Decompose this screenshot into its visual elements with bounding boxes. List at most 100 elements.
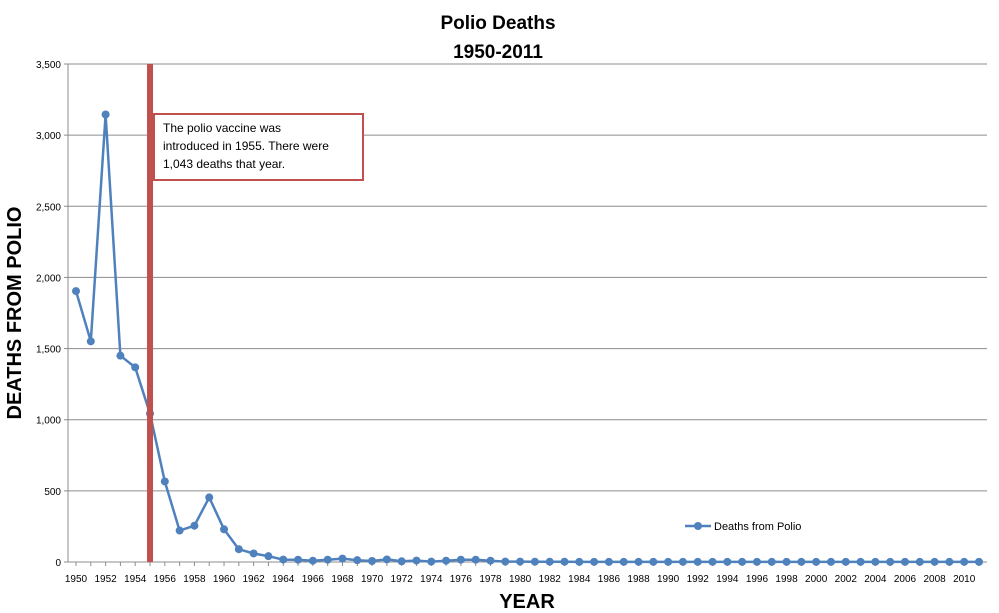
chart-subtitle: 1950-2011 [453, 42, 543, 63]
data-point [560, 557, 569, 566]
x-tick-label: 1992 [687, 574, 710, 585]
data-point [575, 557, 584, 566]
x-tick-label: 1966 [302, 574, 325, 585]
y-tick-label: 2,000 [36, 273, 61, 284]
data-point [930, 557, 939, 566]
x-tick-label: 1978 [479, 574, 502, 585]
x-tick-label: 1954 [124, 574, 147, 585]
data-point [471, 555, 480, 564]
data-point [841, 557, 850, 566]
data-point [723, 557, 732, 566]
data-point [871, 557, 880, 566]
x-tick-label: 1998 [775, 574, 798, 585]
annotation-line-3: 1,043 deaths that year. [163, 157, 285, 171]
legend: Deaths from Polio [685, 521, 801, 533]
x-tick-label: 1996 [746, 574, 769, 585]
x-tick-label: 1986 [598, 574, 621, 585]
data-point [738, 557, 747, 566]
annotation-box [153, 113, 364, 181]
data-point [649, 557, 658, 566]
annotation-callout: The polio vaccine was introduced in 1955… [153, 113, 364, 181]
y-tick-label: 1,000 [36, 416, 61, 427]
x-tick-label: 1970 [361, 574, 384, 585]
data-point [353, 556, 362, 565]
data-point [86, 337, 95, 346]
data-point [619, 557, 628, 566]
legend-series-marker [694, 522, 702, 530]
data-point [101, 110, 110, 119]
data-point [205, 493, 214, 502]
data-point [545, 557, 554, 566]
data-point [516, 557, 525, 566]
x-tick-label: 1976 [450, 574, 473, 585]
x-tick-label: 2004 [864, 574, 887, 585]
data-point [634, 557, 643, 566]
x-tick-label: 1980 [509, 574, 532, 585]
data-point [752, 557, 761, 566]
data-point [294, 555, 303, 564]
y-axis-title: DEATHS FROM POLIO [4, 207, 26, 420]
data-point [116, 351, 125, 360]
x-tick-label: 2008 [923, 574, 946, 585]
data-point [604, 557, 613, 566]
x-tick-label: 1984 [568, 574, 591, 585]
x-tick-label: 1990 [657, 574, 680, 585]
data-point [767, 557, 776, 566]
data-point [856, 557, 865, 566]
data-point [264, 552, 273, 561]
data-point [975, 557, 983, 566]
x-tick-label: 1964 [272, 574, 295, 585]
data-point [886, 557, 895, 566]
x-tick-label: 1988 [627, 574, 650, 585]
y-tick-label: 2,500 [36, 202, 61, 213]
data-point [249, 549, 258, 558]
data-point [530, 557, 539, 566]
data-point [900, 557, 909, 566]
data-point [234, 545, 243, 554]
data-point [368, 557, 377, 566]
x-tick-label: 2006 [894, 574, 917, 585]
data-point [782, 557, 791, 566]
data-point [693, 557, 702, 566]
data-point [678, 557, 687, 566]
data-point [486, 556, 495, 565]
y-tick-label: 3,000 [36, 131, 61, 142]
chart-title: Polio Deaths [440, 13, 555, 34]
y-tick-label: 0 [55, 558, 61, 569]
data-point [412, 556, 421, 565]
data-point [960, 557, 969, 566]
x-tick-label: 2000 [805, 574, 828, 585]
y-tick-label: 3,500 [36, 60, 61, 71]
data-point [501, 557, 510, 566]
y-tick-label: 1,500 [36, 345, 61, 356]
data-point [442, 556, 451, 565]
legend-label: Deaths from Polio [714, 521, 801, 533]
data-point [945, 557, 954, 566]
data-point [590, 557, 599, 566]
data-point [708, 557, 717, 566]
annotation-line-2: introduced in 1955. There were [163, 139, 329, 153]
x-tick-label: 1968 [331, 574, 354, 585]
x-tick-label: 1950 [65, 574, 88, 585]
data-point [131, 363, 140, 372]
data-point [797, 557, 806, 566]
x-tick-label: 1956 [154, 574, 177, 585]
data-point [826, 557, 835, 566]
x-tick-label: 1982 [539, 574, 562, 585]
data-point [190, 521, 199, 530]
data-point [915, 557, 924, 566]
data-point [160, 477, 169, 486]
series-group [72, 110, 983, 566]
x-tick-labels: 1950 1952 1954 1956 1958 1960 1962 1964 1966 1968… [65, 574, 976, 585]
x-tick-label: 1960 [213, 574, 236, 585]
data-point [382, 555, 391, 564]
data-point [220, 525, 229, 534]
data-point [72, 287, 80, 296]
y-tick-label: 500 [44, 487, 61, 498]
x-tick-label: 1952 [94, 574, 117, 585]
data-point [812, 557, 821, 566]
data-point [323, 555, 332, 564]
data-point [175, 526, 184, 535]
x-tick-label: 1962 [243, 574, 266, 585]
